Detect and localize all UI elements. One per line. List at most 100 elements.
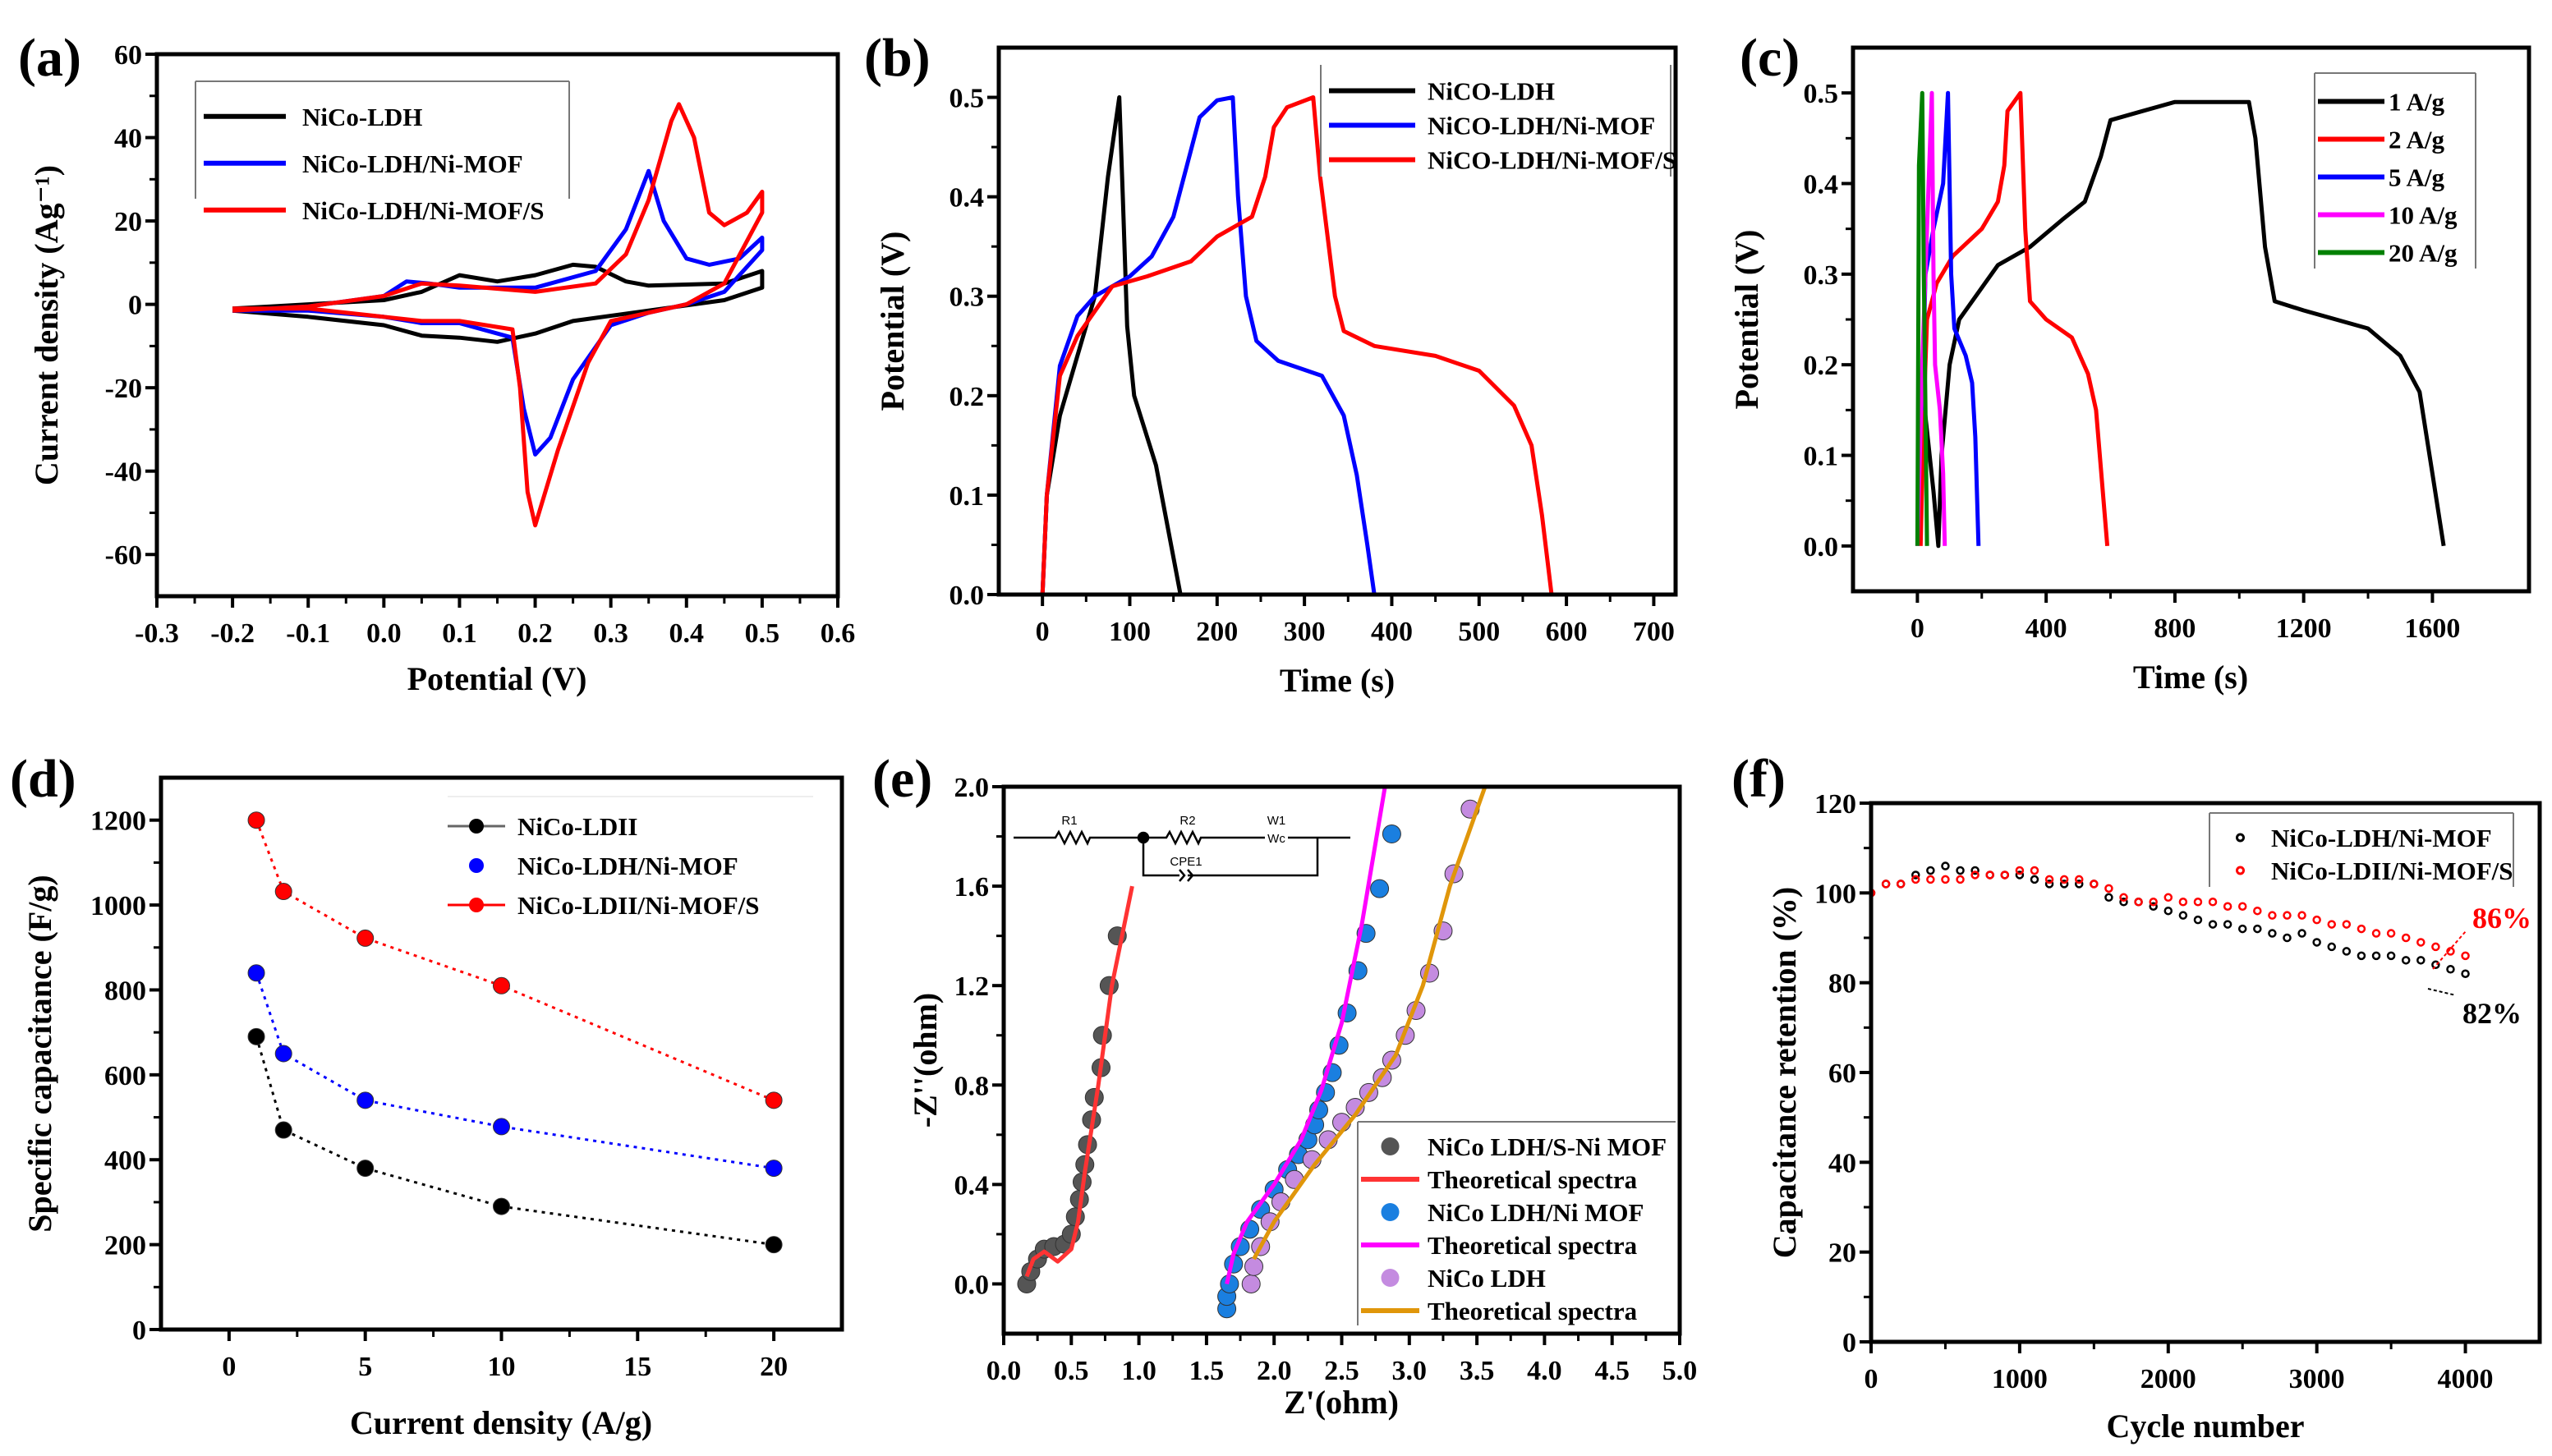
x-axis-title: Current density (A/g) bbox=[350, 1404, 652, 1441]
x-tick-label: 15 bbox=[623, 1352, 651, 1382]
y-tick-label: -40 bbox=[105, 457, 142, 488]
data-point: 2.87, 1.81 bbox=[1382, 824, 1401, 844]
legend: NiCo LDH/S-Ni MOF Theoretical spectra NiCo… bbox=[1357, 1121, 1676, 1325]
data-point bbox=[2208, 920, 2218, 929]
x-tick-label: 400 bbox=[1371, 617, 1413, 647]
x-tick-label: 0 bbox=[1036, 617, 1050, 647]
data-point bbox=[2327, 920, 2337, 929]
legend-label: NiCo-LDH/Ni-MOF bbox=[517, 852, 738, 880]
legend: NiCO-LDH NiCO-LDH/Ni-MOF NiCO-LDH/Ni-MOF/S bbox=[1320, 65, 1676, 177]
x-tick-label: 4.5 bbox=[1594, 1356, 1630, 1386]
data-point bbox=[2044, 880, 2054, 889]
panel-f: (f) 0 1000 2000 3000 4000 0 20 40 60 80 100 120 Cycle… bbox=[1731, 749, 2542, 1445]
x-tick-label: 0.6 bbox=[821, 618, 856, 649]
annotation-label: 86% bbox=[2472, 902, 2531, 935]
legend-label: NiCO-LDH bbox=[1428, 77, 1555, 106]
data-point bbox=[1926, 875, 1935, 884]
data-point bbox=[2342, 947, 2352, 956]
x-axis-title: Time (s) bbox=[2133, 659, 2248, 696]
data-point bbox=[1941, 875, 1950, 884]
data-point bbox=[2000, 870, 2010, 880]
x-tick-label: 100 bbox=[1109, 617, 1151, 647]
data-point bbox=[2178, 911, 2188, 920]
data-point bbox=[2312, 915, 2321, 925]
legend-label: NiCo LDH bbox=[1428, 1264, 1546, 1293]
series-nico-ldh-ni-mof-line bbox=[255, 972, 775, 1170]
y-tick-label: 0.4 bbox=[954, 1170, 990, 1201]
data-point bbox=[2059, 880, 2069, 889]
legend-marker-swatch bbox=[1381, 1269, 1400, 1287]
y-tick-label: 1.6 bbox=[954, 872, 990, 903]
circuit-label-r1: R1 bbox=[1061, 814, 1077, 828]
y-tick-label: 80 bbox=[1828, 969, 1856, 999]
data-point bbox=[1956, 875, 1965, 884]
data-point bbox=[2297, 911, 2306, 920]
panel-a: (a) -0.3 -0.2 -0.1 0.0 0.1 0.2 0.3 0.4 0.5 0.6 -60 -… bbox=[18, 28, 855, 697]
legend-label: NiCo-LDII/Ni-MOF/S bbox=[517, 891, 760, 920]
x-tick-label: 500 bbox=[1458, 617, 1500, 647]
legend-label: NiCo-LDH/Ni-MOF/S bbox=[302, 196, 545, 225]
panel-d: (d) 1, 690 2, 470 5, 380 10, 290 20, 200 1, 84… bbox=[10, 749, 844, 1441]
series-nico-ldh-ni-mof-s-line bbox=[1040, 95, 1554, 595]
data-point bbox=[2342, 920, 2352, 929]
data-point bbox=[2386, 951, 2396, 961]
y-tick-label: 60 bbox=[1828, 1059, 1856, 1089]
x-tick-label: -0.1 bbox=[286, 618, 330, 649]
legend-background bbox=[439, 797, 813, 919]
legend-label: NiCO-LDH/Ni-MOF bbox=[1428, 112, 1655, 140]
y-tick-label: 0.5 bbox=[950, 84, 985, 114]
x-tick-label: 1600 bbox=[2404, 613, 2460, 644]
data-point: 0.53, 0.27 bbox=[1065, 1207, 1085, 1227]
x-tick-label: 0.0 bbox=[986, 1356, 1022, 1386]
legend-marker-swatch bbox=[2236, 866, 2245, 875]
y-axis-title: Potential (V) bbox=[874, 232, 911, 411]
legend-entry: NiCO-LDH/Ni-MOF/S bbox=[1329, 146, 1676, 175]
data-point bbox=[2461, 969, 2470, 978]
equivalent-circuit-inset bbox=[1014, 829, 1350, 882]
y-tick-label: 0.3 bbox=[1804, 260, 1839, 291]
legend-background bbox=[2209, 813, 2513, 887]
data-point bbox=[1956, 866, 1965, 875]
x-tick-label: 1.5 bbox=[1189, 1356, 1225, 1386]
data-point bbox=[1941, 861, 1950, 870]
series-5-a-g-line bbox=[1920, 90, 1981, 546]
data-point bbox=[2134, 898, 2143, 907]
data-point bbox=[2015, 870, 2025, 880]
y-tick-label: 0.0 bbox=[950, 581, 985, 611]
data-point: 2, 470 bbox=[274, 1121, 292, 1139]
data-point bbox=[2104, 884, 2113, 893]
legend-label: NiCo LDH/S-Ni MOF bbox=[1428, 1132, 1667, 1161]
legend-entry: NiCo LDH bbox=[1381, 1264, 1546, 1293]
x-tick-label: 1000 bbox=[1992, 1364, 2048, 1394]
circuit-label-cpe1: CPE1 bbox=[1170, 855, 1202, 869]
legend: 1 A/g 2 A/g 5 A/g 10 A/g 20 A/g bbox=[2314, 72, 2476, 269]
cpe-branch bbox=[1142, 838, 1319, 882]
x-tick-label: 300 bbox=[1284, 617, 1326, 647]
data-point bbox=[2283, 911, 2292, 920]
panel-b: (b) 0 100 200 300 400 500 600 700 0.0 0.1 0.2 0.3 0.4… bbox=[864, 28, 1678, 699]
data-point bbox=[1911, 875, 1920, 884]
data-point bbox=[2237, 902, 2247, 911]
series-nico-ldh-line bbox=[1040, 95, 1183, 595]
legend: NiCo-LDH/Ni-MOF NiCo-LDII/Ni-MOF/S bbox=[2209, 812, 2514, 887]
data-point bbox=[1985, 870, 1994, 880]
data-point bbox=[2149, 898, 2158, 907]
data-point: 20, 380 bbox=[765, 1160, 783, 1178]
legend-label: NiCo-LDII/Ni-MOF/S bbox=[2271, 857, 2513, 885]
data-point: 1, 1200 bbox=[247, 811, 265, 829]
circuit-wire bbox=[1014, 829, 1350, 846]
data-point: 5, 922 bbox=[356, 929, 375, 947]
y-tick-label: 0.4 bbox=[950, 183, 985, 214]
legend-background bbox=[195, 81, 569, 199]
y-tick-label: 0.0 bbox=[1804, 532, 1839, 563]
x-axis-title: Z'(ohm) bbox=[1284, 1384, 1399, 1421]
x-tick-label: 2.5 bbox=[1324, 1356, 1359, 1386]
data-point bbox=[2178, 898, 2188, 907]
data-point bbox=[2446, 965, 2455, 974]
legend-entry: Theoretical spectra bbox=[1361, 1165, 1638, 1194]
panel-label: (c) bbox=[1740, 28, 1800, 88]
legend-entry: 10 A/g bbox=[2318, 201, 2458, 230]
data-point: 5, 380 bbox=[356, 1160, 375, 1178]
y-tick-label: 1000 bbox=[90, 891, 146, 921]
series-nico-ldh-ni-mof-s-line bbox=[232, 102, 765, 528]
